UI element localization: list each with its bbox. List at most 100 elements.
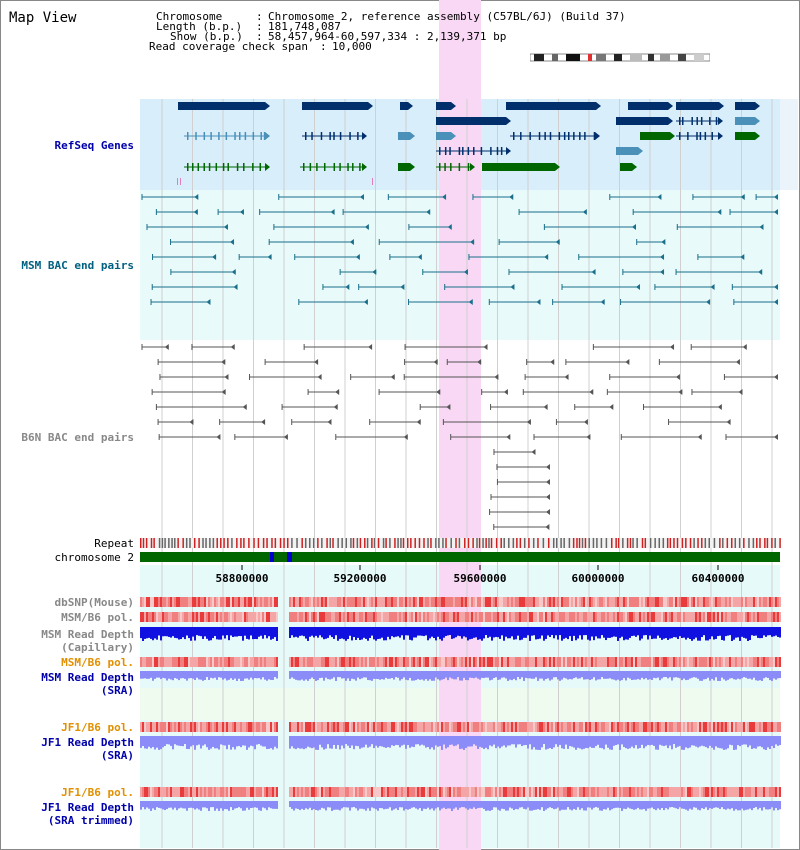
- gene-exon: [203, 163, 206, 171]
- heat-cell: [383, 612, 385, 622]
- repeat-element: [356, 538, 359, 548]
- heat-cell: [186, 722, 188, 732]
- heat-cell: [755, 787, 757, 797]
- heat-cell: [469, 612, 471, 622]
- bac-end-arrow: [609, 404, 614, 410]
- depth-bar: [525, 736, 527, 745]
- heat-cell: [190, 787, 192, 797]
- depth-bar: [355, 671, 357, 681]
- depth-bar: [761, 627, 763, 639]
- heat-cell: [691, 657, 693, 667]
- depth-bar: [437, 736, 439, 747]
- depth-bar: [315, 801, 317, 810]
- depth-bar: [693, 736, 695, 746]
- depth-bar: [417, 801, 419, 810]
- heat-cell: [230, 657, 232, 667]
- depth-bar: [469, 671, 471, 678]
- heat-cell: [533, 612, 535, 622]
- heat-cell: [769, 597, 771, 607]
- heat-cell: [673, 597, 675, 607]
- heat-cell: [234, 787, 236, 797]
- bac-end-arrow: [231, 269, 236, 275]
- heat-cell: [615, 787, 617, 797]
- heat-cell: [174, 657, 176, 667]
- depth-bar: [455, 736, 457, 746]
- heat-cell: [411, 787, 413, 797]
- heat-cell: [759, 657, 761, 667]
- depth-bar: [192, 801, 194, 809]
- heat-cell: [493, 722, 495, 732]
- heat-cell: [433, 597, 435, 607]
- heat-cell: [385, 657, 387, 667]
- depth-bar: [303, 671, 305, 681]
- depth-bar: [465, 736, 467, 748]
- heat-cell: [210, 787, 212, 797]
- repeat-element: [673, 538, 675, 548]
- depth-bar: [361, 671, 363, 679]
- depth-bar: [573, 801, 575, 809]
- heat-cell: [573, 657, 575, 667]
- depth-bar: [349, 671, 351, 681]
- depth-bar: [629, 736, 631, 749]
- heat-cell: [637, 612, 639, 622]
- heat-cell: [523, 612, 525, 622]
- heat-cell: [721, 787, 723, 797]
- depth-bar: [377, 736, 379, 748]
- track-label-jf1-b6-pol-sra: JF1/B6 pol.: [61, 721, 134, 734]
- heat-cell: [341, 657, 343, 667]
- repeat-element: [145, 538, 148, 548]
- heat-cell: [601, 722, 603, 732]
- heat-cell: [693, 612, 695, 622]
- heat-cell: [192, 612, 194, 622]
- depth-bar: [529, 627, 531, 641]
- track-label-repeat: Repeat: [94, 537, 134, 550]
- repeat-element: [279, 538, 282, 548]
- depth-bar: [613, 736, 615, 746]
- heat-cell: [242, 597, 244, 607]
- depth-bar: [739, 736, 741, 747]
- gene-exon: [208, 163, 211, 171]
- depth-bar: [335, 627, 337, 636]
- depth-bar: [305, 671, 307, 680]
- heat-cell: [244, 722, 246, 732]
- depth-bar: [238, 801, 240, 808]
- bac-end-arrow: [774, 299, 778, 305]
- heat-cell: [262, 722, 264, 732]
- depth-bar: [301, 627, 303, 636]
- heat-cell: [154, 597, 156, 607]
- depth-bar: [196, 627, 198, 636]
- heat-cell: [745, 657, 747, 667]
- heat-cell: [629, 787, 631, 797]
- heat-cell: [192, 787, 194, 797]
- depth-bar: [289, 801, 291, 808]
- heat-cell: [230, 612, 232, 622]
- repeat-element: [713, 538, 716, 548]
- heat-cell: [667, 722, 669, 732]
- heat-cell: [517, 597, 519, 607]
- heat-cell: [741, 787, 743, 797]
- heat-cell: [222, 657, 224, 667]
- depth-bar: [495, 671, 497, 678]
- heat-cell: [214, 787, 216, 797]
- heat-cell: [675, 787, 677, 797]
- heat-cell: [695, 657, 697, 667]
- depth-bar: [645, 671, 647, 679]
- heat-cell: [741, 597, 743, 607]
- chromosome-ideogram[interactable]: [530, 53, 710, 62]
- repeat-element: [174, 538, 176, 548]
- depth-bar: [216, 671, 218, 680]
- bac-end-arrow: [660, 254, 665, 260]
- depth-bar: [587, 671, 589, 680]
- depth-bar: [651, 801, 653, 808]
- heat-cell: [216, 597, 218, 607]
- heat-cell: [655, 722, 657, 732]
- heat-cell: [152, 787, 154, 797]
- repeat-element: [730, 538, 733, 548]
- depth-bar: [375, 801, 377, 810]
- heat-cell: [411, 612, 413, 622]
- heat-cell: [373, 657, 375, 667]
- depth-bar: [373, 671, 375, 679]
- depth-bar: [671, 801, 673, 808]
- depth-bar: [613, 627, 615, 637]
